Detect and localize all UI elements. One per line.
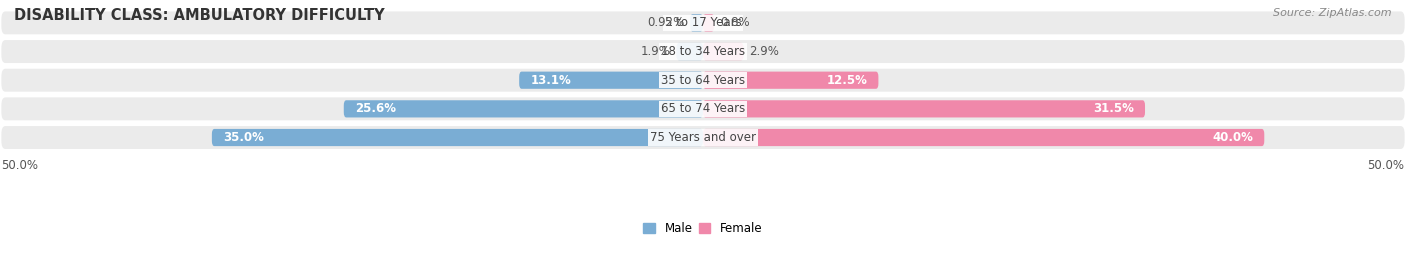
FancyBboxPatch shape — [212, 129, 703, 146]
Text: 50.0%: 50.0% — [1, 159, 38, 172]
Text: 5 to 17 Years: 5 to 17 Years — [665, 16, 741, 29]
Legend: Male, Female: Male, Female — [638, 217, 768, 240]
FancyBboxPatch shape — [344, 100, 703, 117]
Text: DISABILITY CLASS: AMBULATORY DIFFICULTY: DISABILITY CLASS: AMBULATORY DIFFICULTY — [14, 8, 385, 23]
FancyBboxPatch shape — [703, 100, 1144, 117]
Text: 65 to 74 Years: 65 to 74 Years — [661, 102, 745, 115]
Text: 12.5%: 12.5% — [827, 74, 868, 87]
Text: 40.0%: 40.0% — [1212, 131, 1253, 144]
FancyBboxPatch shape — [1, 12, 1405, 34]
FancyBboxPatch shape — [703, 43, 744, 60]
Text: 18 to 34 Years: 18 to 34 Years — [661, 45, 745, 58]
Text: 75 Years and over: 75 Years and over — [650, 131, 756, 144]
FancyBboxPatch shape — [690, 14, 703, 31]
FancyBboxPatch shape — [703, 72, 879, 89]
FancyBboxPatch shape — [1, 97, 1405, 120]
FancyBboxPatch shape — [1, 40, 1405, 63]
Text: 50.0%: 50.0% — [1368, 159, 1405, 172]
Text: Source: ZipAtlas.com: Source: ZipAtlas.com — [1274, 8, 1392, 18]
Text: 2.9%: 2.9% — [749, 45, 779, 58]
FancyBboxPatch shape — [1, 126, 1405, 149]
Text: 35.0%: 35.0% — [224, 131, 264, 144]
FancyBboxPatch shape — [703, 14, 714, 31]
FancyBboxPatch shape — [519, 72, 703, 89]
FancyBboxPatch shape — [703, 129, 1264, 146]
FancyBboxPatch shape — [1, 69, 1405, 92]
Text: 31.5%: 31.5% — [1092, 102, 1133, 115]
Text: 0.8%: 0.8% — [720, 16, 749, 29]
Text: 25.6%: 25.6% — [354, 102, 396, 115]
Text: 0.92%: 0.92% — [647, 16, 685, 29]
Text: 35 to 64 Years: 35 to 64 Years — [661, 74, 745, 87]
Text: 13.1%: 13.1% — [530, 74, 571, 87]
FancyBboxPatch shape — [676, 43, 703, 60]
Text: 1.9%: 1.9% — [641, 45, 671, 58]
